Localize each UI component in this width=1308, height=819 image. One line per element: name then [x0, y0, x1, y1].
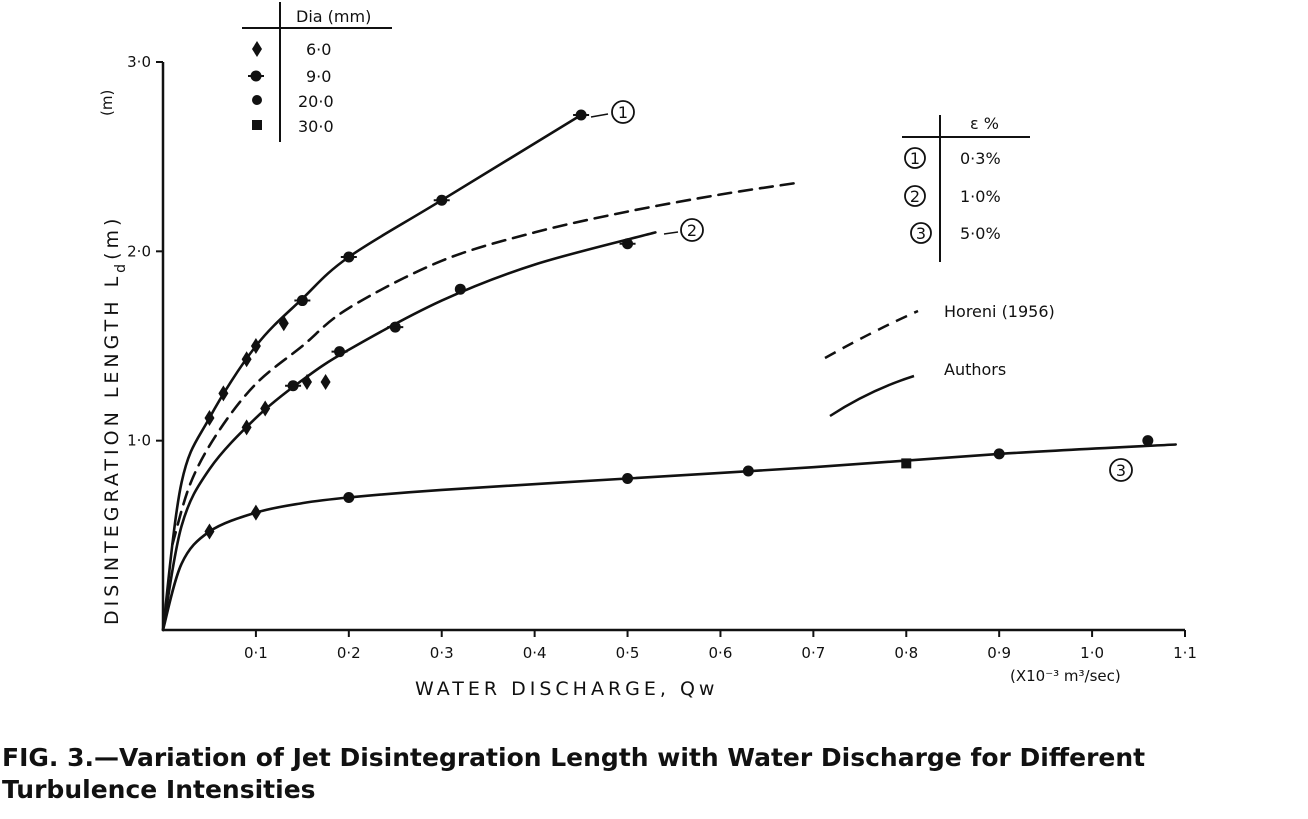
- square-marker-icon: [252, 120, 262, 130]
- dia-legend-entry-6mm: 6·0: [252, 40, 331, 59]
- y-axis-unit-top-group: (m): [98, 90, 116, 116]
- y-axis-unit-top: (m): [98, 90, 116, 116]
- dia-legend: Dia (mm) 6·0 9·0 20·0 30·0: [242, 2, 392, 142]
- dia-legend-entry-20mm: 20·0: [252, 92, 334, 111]
- y-axis-title-subscript: d: [113, 260, 129, 273]
- style-legend-horeni: Horeni (1956): [824, 302, 1055, 360]
- x-tick-label: 0·6: [709, 644, 733, 662]
- curve-label-1: 1: [590, 100, 635, 124]
- style-legend-authors: Authors: [829, 360, 1006, 418]
- svg-text:2: 2: [687, 221, 697, 240]
- diamond-data-point: [260, 400, 271, 417]
- epsilon-legend-header: ε %: [970, 114, 999, 133]
- x-axis-unit: (X10⁻³ m³/sec): [1010, 667, 1121, 685]
- diamond-data-point: [204, 523, 215, 540]
- svg-text:1·0%: 1·0%: [960, 187, 1001, 206]
- diamond-data-point: [241, 419, 252, 436]
- svg-text:1: 1: [618, 103, 628, 122]
- y-ticks: 1·0 2·0 3·0: [127, 53, 163, 450]
- curve-label-3: 3: [1109, 458, 1133, 482]
- epsilon-legend-entry-2: 2 1·0%: [904, 185, 1001, 207]
- y-axis-title-unit: (m): [101, 215, 123, 260]
- curve-2: [161, 231, 657, 632]
- caption-line-2: Turbulence Intensities: [2, 775, 316, 804]
- curve-label-2: 2: [663, 218, 704, 242]
- svg-text:Horeni (1956): Horeni (1956): [944, 302, 1055, 321]
- data-markers: [204, 109, 1154, 540]
- y-axis-title: DISINTEGRATION LENGTH Ld(m): [101, 215, 129, 625]
- curve-horeni: [171, 181, 797, 547]
- circle-data-point: [1142, 435, 1154, 447]
- y-tick-label: 1·0: [127, 432, 151, 450]
- diamond-data-point: [250, 338, 261, 354]
- svg-text:3: 3: [916, 224, 926, 243]
- x-ticks: 0·1 0·2 0·3 0·4 0·5 0·6 0·7 0·8 0·9 1·0 1·1: [244, 630, 1197, 662]
- diamond-data-point: [278, 315, 289, 332]
- epsilon-legend-entry-3: 3 5·0%: [910, 222, 1001, 244]
- circle-data-point: [454, 283, 466, 295]
- svg-text:20·0: 20·0: [298, 92, 334, 111]
- y-tick-label: 2·0: [127, 242, 151, 260]
- diamond-data-point: [302, 373, 313, 390]
- circle-marker-icon: [252, 95, 262, 105]
- x-tick-label: 0·9: [987, 644, 1011, 662]
- svg-text:6·0: 6·0: [306, 40, 331, 59]
- epsilon-legend: ε % 1 0·3% 2 1·0% 3 5·0%: [902, 114, 1030, 262]
- svg-text:0·3%: 0·3%: [960, 149, 1001, 168]
- x-tick-label: 0·7: [801, 644, 825, 662]
- circle-data-point: [343, 491, 355, 503]
- x-tick-label: 1·0: [1080, 644, 1104, 662]
- square-data-point: [901, 458, 912, 469]
- diamond-data-point: [204, 409, 215, 426]
- dia-legend-header: Dia (mm): [296, 7, 371, 26]
- y-axis-title-group: DISINTEGRATION LENGTH Ld(m): [101, 215, 129, 625]
- dia-legend-entry-30mm: 30·0: [252, 117, 334, 136]
- circle-data-point: [622, 473, 634, 485]
- diamond-marker-icon: [252, 41, 262, 57]
- caption-line-1: FIG. 3.—Variation of Jet Disintegration …: [2, 743, 1146, 772]
- diamond-data-point: [250, 504, 261, 521]
- y-tick-label: 3·0: [127, 53, 151, 71]
- x-tick-label: 0·8: [894, 644, 918, 662]
- curves: [161, 113, 1177, 632]
- svg-text:5·0%: 5·0%: [960, 224, 1001, 243]
- x-tick-label: 1·1: [1173, 644, 1197, 662]
- curve-1: [161, 113, 583, 632]
- svg-text:9·0: 9·0: [306, 67, 331, 86]
- dia-legend-entry-9mm: 9·0: [248, 67, 331, 86]
- diamond-data-point: [241, 351, 252, 368]
- svg-text:2: 2: [910, 187, 920, 206]
- x-tick-label: 0·2: [337, 644, 361, 662]
- circle-data-point: [993, 448, 1005, 460]
- y-axis-title-main: DISINTEGRATION LENGTH L: [101, 273, 123, 625]
- diamond-data-point: [320, 373, 331, 390]
- x-axis-title: WATER DISCHARGE, Qw: [415, 678, 718, 700]
- curve-3: [161, 443, 1177, 632]
- x-tick-label: 0·3: [430, 644, 454, 662]
- figure-caption: FIG. 3.—Variation of Jet Disintegration …: [2, 742, 1302, 806]
- svg-text:1: 1: [910, 149, 920, 168]
- epsilon-legend-entry-1: 1 0·3%: [904, 147, 1001, 169]
- diamond-data-point: [218, 385, 229, 402]
- x-tick-label: 0·4: [523, 644, 547, 662]
- x-tick-label: 0·5: [616, 644, 640, 662]
- circle-data-point: [742, 465, 754, 477]
- style-legend: Horeni (1956) Authors: [824, 302, 1055, 418]
- svg-text:3: 3: [1116, 461, 1126, 480]
- svg-text:Authors: Authors: [944, 360, 1006, 379]
- svg-text:30·0: 30·0: [298, 117, 334, 136]
- x-tick-label: 0·1: [244, 644, 268, 662]
